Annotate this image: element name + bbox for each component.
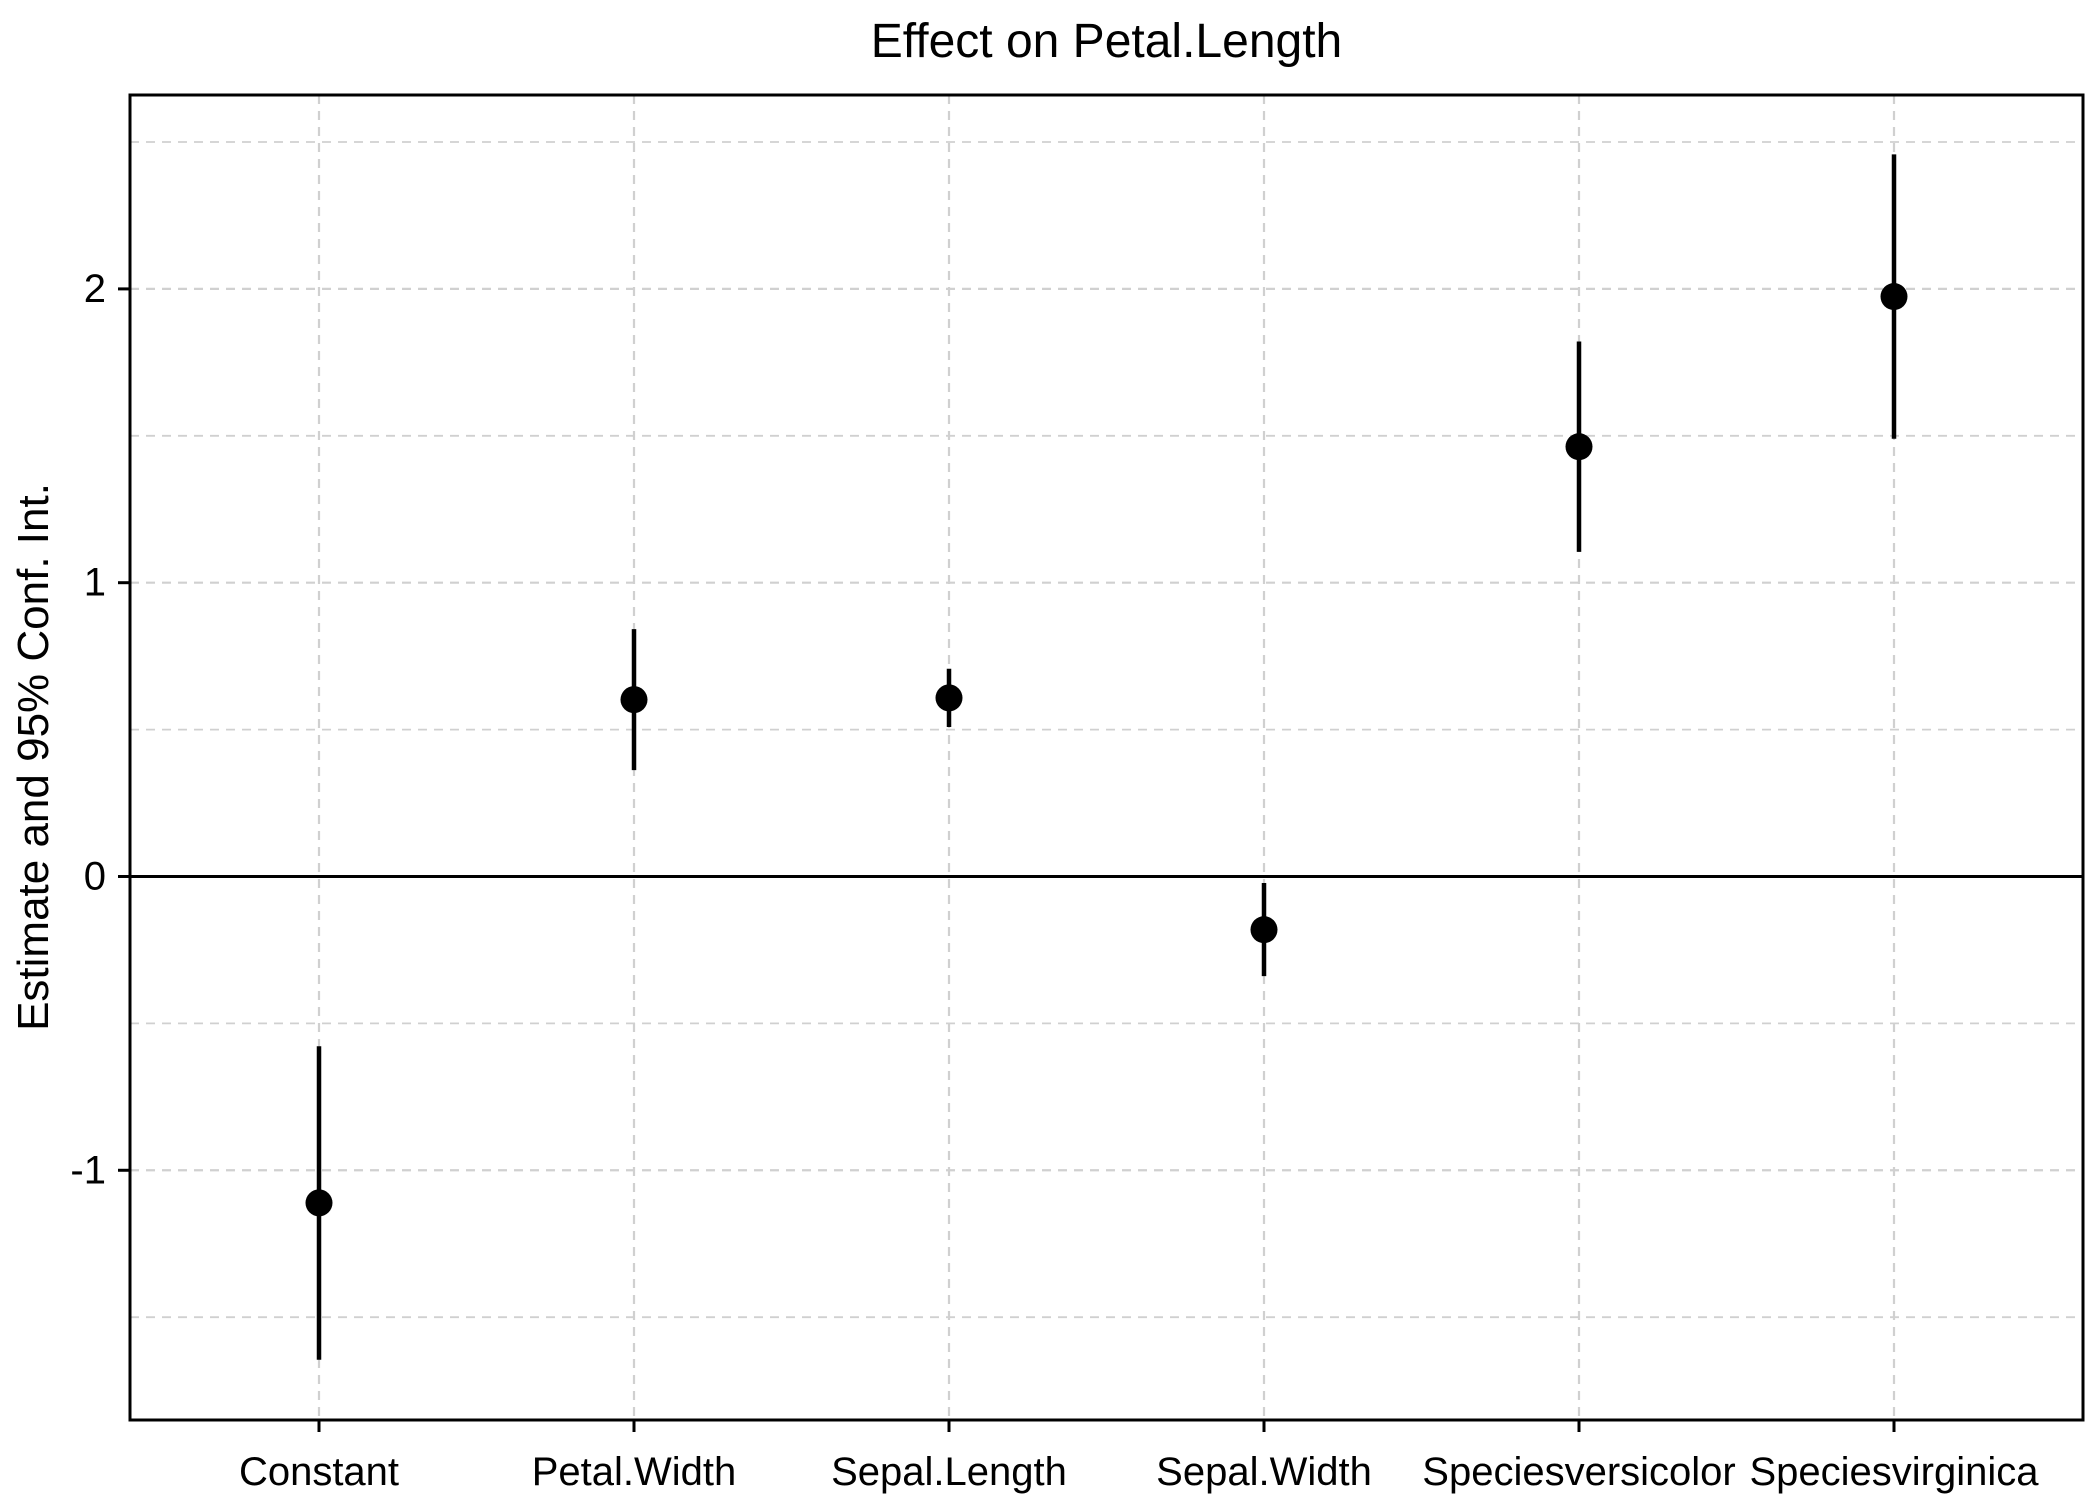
x-tick-label: Speciesvirginica bbox=[1749, 1450, 2039, 1494]
x-tick-label: Speciesversicolor bbox=[1422, 1450, 1735, 1494]
y-tick-label: 1 bbox=[84, 561, 106, 605]
x-tick-label: Petal.Width bbox=[532, 1450, 737, 1494]
point-marker bbox=[935, 684, 963, 712]
x-tick-label: Sepal.Length bbox=[831, 1450, 1067, 1494]
plot-border bbox=[128, 93, 2085, 1422]
point-marker bbox=[620, 686, 648, 714]
x-tick-label: Sepal.Width bbox=[1156, 1450, 1372, 1494]
y-tick-label: -1 bbox=[70, 1148, 106, 1192]
point-marker bbox=[1565, 433, 1593, 461]
point-marker bbox=[1880, 283, 1908, 311]
point-marker bbox=[1250, 916, 1278, 944]
x-tick-label: Constant bbox=[239, 1450, 399, 1494]
y-tick-label: 2 bbox=[84, 267, 106, 311]
y-tick-label: 0 bbox=[84, 854, 106, 898]
chart-title: Effect on Petal.Length bbox=[870, 15, 1343, 68]
point-marker bbox=[305, 1189, 333, 1217]
